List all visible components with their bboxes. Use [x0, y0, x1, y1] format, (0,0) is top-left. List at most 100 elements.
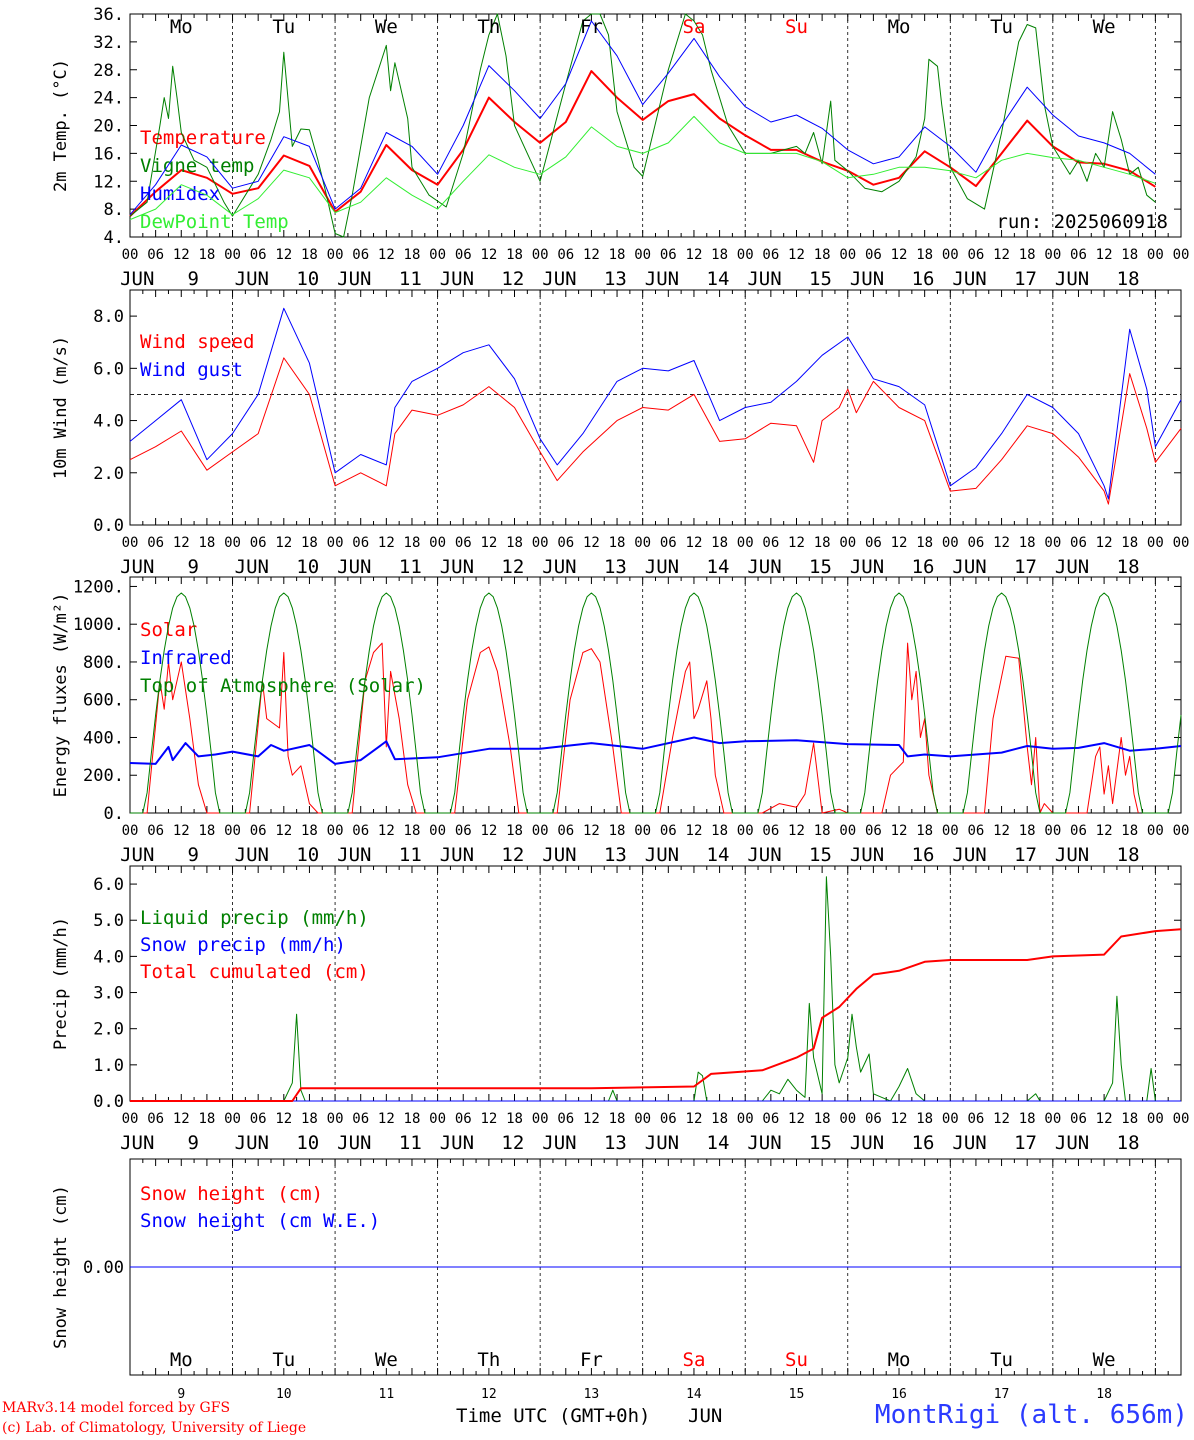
y-tick-label: 36. — [93, 5, 124, 25]
x-day-date: 12 — [501, 1132, 524, 1154]
weekday-label: We — [375, 16, 398, 38]
x-day-month: JUN — [120, 268, 154, 290]
weekday-label: We — [1093, 1349, 1116, 1371]
x-hour-label: 18 — [916, 823, 933, 839]
x-hour-label: 18 — [301, 823, 318, 839]
x-hour-label: 12 — [378, 823, 395, 839]
weekday-label: Th — [477, 1349, 500, 1371]
legend-entry: Wind gust — [140, 359, 243, 381]
y-tick-label: 3.0 — [93, 984, 124, 1004]
x-hour-label: 06 — [967, 1111, 984, 1127]
x-day-month: JUN — [952, 268, 986, 290]
x-hour-label: 18 — [711, 1111, 728, 1127]
x-hour-label: 06 — [762, 535, 779, 551]
y-tick-label: 6.0 — [93, 359, 124, 379]
x-day-date: 12 — [501, 268, 524, 290]
x-day-date: 15 — [809, 556, 832, 578]
x-hour-label: 18 — [814, 823, 831, 839]
x-hour-label: 12 — [173, 247, 190, 263]
x-day-month: JUN — [542, 556, 576, 578]
x-day-date: 9 — [188, 268, 199, 290]
x-day-month: JUN — [542, 268, 576, 290]
x-hour-label: 00 — [737, 535, 754, 551]
x-hour-label: 18 — [1019, 247, 1036, 263]
day-number: 12 — [481, 1387, 497, 1402]
x-hour-label: 00 — [1044, 1111, 1061, 1127]
series-line-infrared — [129, 736, 1182, 765]
y-tick-label: 8.0 — [93, 307, 124, 327]
x-hour-label: 18 — [916, 535, 933, 551]
x-hour-label: 06 — [967, 247, 984, 263]
y-axis-label: Energy fluxes (W/m²) — [51, 593, 71, 798]
x-hour-label: 18 — [609, 535, 626, 551]
x-hour-label: 18 — [506, 535, 523, 551]
y-tick-label: 0.0 — [93, 516, 124, 536]
y-tick-label: 6.0 — [93, 875, 124, 895]
x-day-date: 10 — [296, 268, 319, 290]
x-hour-label: 12 — [480, 247, 497, 263]
weekday-label: Mo — [170, 16, 193, 38]
x-hour-label: 00 — [327, 1111, 344, 1127]
x-hour-label: 06 — [250, 823, 267, 839]
x-hour-label: 06 — [967, 823, 984, 839]
x-day-date: 17 — [1014, 556, 1037, 578]
x-hour-label: 06 — [557, 1111, 574, 1127]
x-hour-label: 12 — [993, 1111, 1010, 1127]
x-day-month: JUN — [645, 268, 679, 290]
x-hour-label: 00 — [1044, 247, 1061, 263]
x-hour-label: 00 — [942, 823, 959, 839]
x-hour-label: 00 — [122, 1111, 139, 1127]
day-number: 13 — [584, 1387, 600, 1402]
x-hour-label: 12 — [275, 1111, 292, 1127]
x-day-date: 15 — [809, 268, 832, 290]
x-hour-label: 00 — [532, 1111, 549, 1127]
x-hour-label: 12 — [788, 823, 805, 839]
x-hour-label: 12 — [788, 247, 805, 263]
y-tick-label: 2.0 — [93, 1020, 124, 1040]
day-number: 18 — [1096, 1387, 1112, 1402]
x-day-month: JUN — [440, 268, 474, 290]
x-day-month: JUN — [120, 556, 154, 578]
x-hour-label: 00 — [1173, 823, 1190, 839]
x-hour-label: 12 — [378, 1111, 395, 1127]
x-hour-label: 12 — [378, 535, 395, 551]
model-credit: MARv3.14 model forced by GFS — [2, 1400, 231, 1416]
x-hour-label: 18 — [609, 823, 626, 839]
x-hour-label: 00 — [224, 823, 241, 839]
x-hour-label: 18 — [814, 1111, 831, 1127]
x-hour-label: 00 — [1044, 823, 1061, 839]
x-day-month: JUN — [235, 268, 269, 290]
x-day-date: 14 — [707, 268, 730, 290]
x-hour-label: 06 — [660, 1111, 677, 1127]
x-day-month: JUN — [235, 844, 269, 866]
x-hour-label: 18 — [301, 247, 318, 263]
x-hour-label: 06 — [865, 1111, 882, 1127]
x-hour-label: 06 — [455, 535, 472, 551]
x-day-date: 16 — [912, 844, 935, 866]
legend-entry: Wind speed — [140, 331, 254, 353]
x-hour-label: 12 — [993, 535, 1010, 551]
series-line-solar — [130, 642, 1139, 814]
lab-credit: (c) Lab. of Climatology, University of L… — [2, 1420, 307, 1436]
x-hour-label: 00 — [1147, 247, 1164, 263]
x-hour-label: 18 — [1121, 535, 1138, 551]
x-hour-label: 00 — [429, 1111, 446, 1127]
x-hour-label: 00 — [122, 247, 139, 263]
x-day-month: JUN — [120, 1132, 154, 1154]
legend-entry: Vigne temp — [140, 155, 254, 177]
x-day-date: 17 — [1014, 1132, 1037, 1154]
legend-entry: Snow precip (mm/h) — [140, 934, 346, 956]
x-day-month: JUN — [747, 1132, 781, 1154]
x-hour-label: 18 — [404, 823, 421, 839]
x-hour-label: 12 — [480, 535, 497, 551]
x-hour-label: 06 — [557, 823, 574, 839]
y-tick-label: 2.0 — [93, 464, 124, 484]
x-hour-label: 18 — [1121, 823, 1138, 839]
series-line-dewpoint-temp — [129, 115, 1156, 221]
day-number: 9 — [177, 1387, 185, 1402]
x-hour-label: 12 — [275, 247, 292, 263]
panel-energy: 0. 200. 400. 600. 800. 1000. 1200.Energy fluxe… — [51, 576, 1190, 866]
weekday-label: Tu — [272, 16, 295, 38]
y-tick-label: 4.0 — [93, 412, 124, 432]
